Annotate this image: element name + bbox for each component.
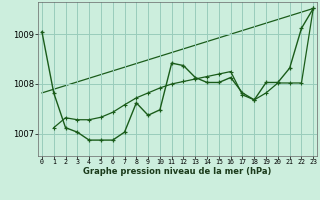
X-axis label: Graphe pression niveau de la mer (hPa): Graphe pression niveau de la mer (hPa) bbox=[84, 167, 272, 176]
